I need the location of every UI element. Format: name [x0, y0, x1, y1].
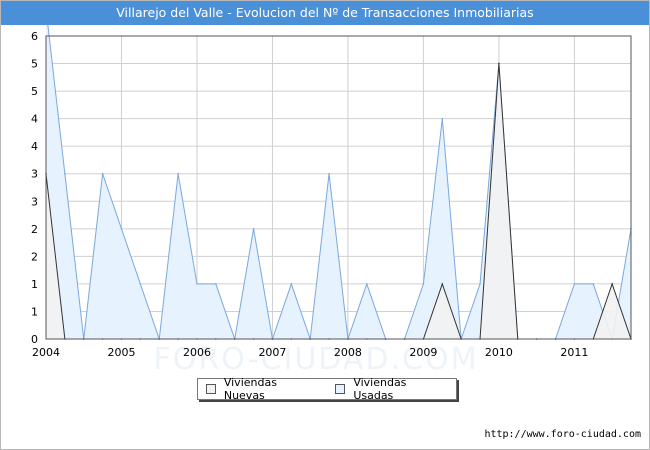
point-usadas [573, 283, 576, 285]
point-usadas [215, 283, 217, 285]
x-tick-label: 2005 [107, 346, 135, 359]
watermark: FORO-CIUDAD.COM [154, 342, 479, 377]
x-tick-label: 2010 [485, 346, 513, 359]
y-tick-label: 3 [31, 195, 38, 208]
chart-title: Villarejo del Valle - Evolucion del Nº d… [1, 1, 649, 25]
x-tick-label: 2009 [409, 346, 437, 359]
y-tick-label: 2 [31, 250, 38, 263]
point-usadas [441, 117, 444, 120]
point-usadas [64, 172, 66, 175]
y-tick-label: 4 [31, 140, 38, 153]
point-usadas [252, 228, 255, 230]
plot-border [45, 35, 632, 340]
point-usadas [177, 172, 179, 175]
point-nuevas [441, 283, 444, 285]
point-usadas [592, 283, 595, 285]
point-usadas [196, 283, 198, 285]
y-tick-label: 1 [31, 278, 38, 291]
y-tick-label: 0 [31, 333, 38, 346]
y-tick-label: 5 [31, 85, 38, 98]
y-axis-tick-labels: 0 1 1 2 2 3 3 4 4 5 5 6 [31, 30, 38, 346]
point-nuevas [611, 283, 613, 285]
legend-swatch-nuevas [206, 384, 216, 394]
source-url: http://www.foro-ciudad.com [484, 429, 641, 440]
y-tick-label: 1 [31, 305, 38, 318]
y-tick-label: 3 [31, 168, 38, 181]
y-tick-label: 6 [31, 30, 38, 43]
y-tick-label: 2 [31, 223, 38, 236]
legend: Viviendas Nuevas Viviendas Usadas [197, 376, 457, 402]
point-usadas [290, 283, 293, 285]
point-usadas [120, 228, 123, 230]
legend-swatch-usadas [335, 384, 346, 394]
x-tick-label: 2006 [183, 346, 211, 359]
legend-item-usadas: Viviendas Usadas [335, 376, 448, 402]
x-tick-label: 2011 [560, 346, 588, 359]
legend-label-usadas: Viviendas Usadas [353, 376, 407, 402]
point-usadas [422, 283, 425, 285]
point-usadas [366, 283, 368, 285]
point-usadas [479, 283, 481, 285]
point-usadas [101, 172, 104, 175]
legend-item-nuevas: Viviendas Nuevas [206, 376, 319, 402]
y-tick-label: 4 [31, 113, 38, 126]
x-tick-label: 2007 [258, 346, 286, 359]
point-nuevas [498, 62, 500, 65]
x-tick-label: 2008 [334, 346, 362, 359]
x-tick-label: 2004 [32, 346, 60, 359]
legend-label-nuevas: Viviendas Nuevas [223, 376, 277, 402]
point-usadas [139, 283, 142, 285]
x-axis-tick-labels: 2004 2005 2006 2007 2008 2009 2010 2011 [32, 346, 588, 359]
point-usadas [328, 172, 330, 175]
y-tick-label: 5 [31, 58, 38, 71]
